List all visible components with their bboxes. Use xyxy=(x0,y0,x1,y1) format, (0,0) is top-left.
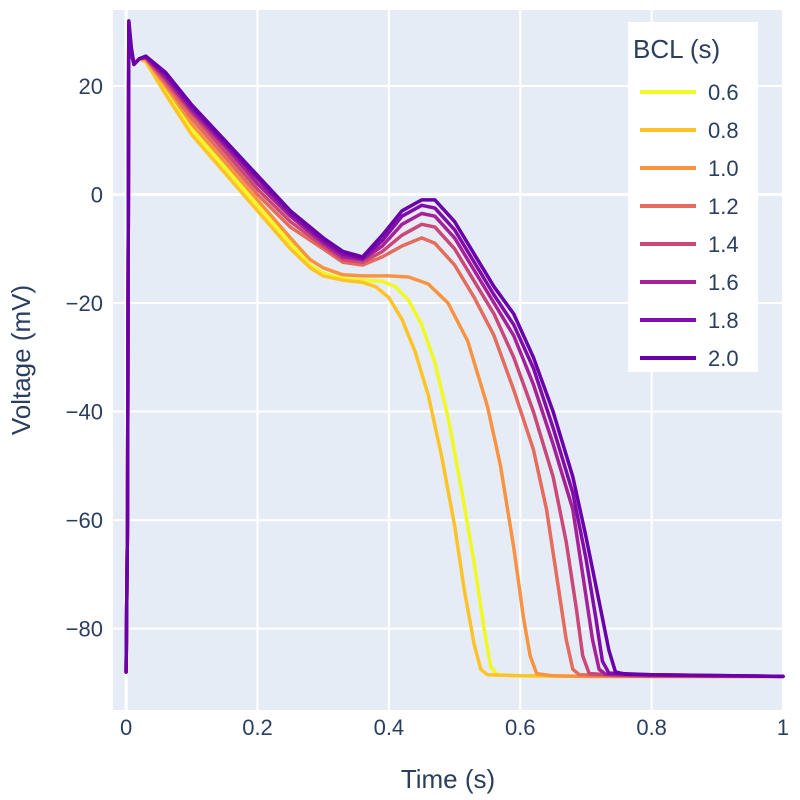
legend-item[interactable]: 0.6 xyxy=(640,80,739,105)
legend-background xyxy=(628,22,758,372)
series-line-2-0 xyxy=(124,19,785,679)
legend-item[interactable]: 1.6 xyxy=(640,270,739,295)
legend-label: 0.6 xyxy=(708,80,739,105)
legend-item[interactable]: 1.8 xyxy=(640,308,739,333)
y-tick-label: 20 xyxy=(79,74,103,99)
y-axis-title: Voltage (mV) xyxy=(6,285,36,435)
y-tick-label: −40 xyxy=(66,400,103,425)
legend-item[interactable]: 1.2 xyxy=(640,194,739,219)
legend-title: BCL (s) xyxy=(633,34,720,64)
x-axis-title: Time (s) xyxy=(401,764,495,794)
legend-item[interactable]: 1.4 xyxy=(640,232,739,257)
legend-label: 1.6 xyxy=(708,270,739,295)
y-tick-label: −80 xyxy=(66,617,103,642)
legend-label: 1.8 xyxy=(708,308,739,333)
legend-item[interactable]: 2.0 xyxy=(640,346,739,371)
legend-label: 1.0 xyxy=(708,156,739,181)
series-traces xyxy=(124,19,785,679)
x-tick-label: 0.6 xyxy=(505,715,536,740)
legend-label: 2.0 xyxy=(708,346,739,371)
legend-item[interactable]: 1.0 xyxy=(640,156,739,181)
legend: BCL (s) 0.6 0.8 1.0 1.2 1.4 1.6 1.8 2.0 xyxy=(628,22,758,372)
x-tick-label: 1 xyxy=(777,715,789,740)
legend-label: 0.8 xyxy=(708,118,739,143)
legend-label: 1.2 xyxy=(708,194,739,219)
x-tick-label: 0.8 xyxy=(636,715,667,740)
x-tick-label: 0.4 xyxy=(374,715,405,740)
legend-item[interactable]: 0.8 xyxy=(640,118,739,143)
x-tick-label: 0.2 xyxy=(242,715,273,740)
legend-label: 1.4 xyxy=(708,232,739,257)
legend-items: 0.6 0.8 1.0 1.2 1.4 1.6 1.8 2.0 xyxy=(640,80,739,371)
tick-labels: 0 0.2 0.4 0.6 0.8 1 −80 −60 −40 −20 0 20 xyxy=(66,74,789,740)
y-tick-label: −60 xyxy=(66,508,103,533)
y-tick-label: 0 xyxy=(91,182,103,207)
x-tick-label: 0 xyxy=(120,715,132,740)
y-tick-label: −20 xyxy=(66,291,103,316)
